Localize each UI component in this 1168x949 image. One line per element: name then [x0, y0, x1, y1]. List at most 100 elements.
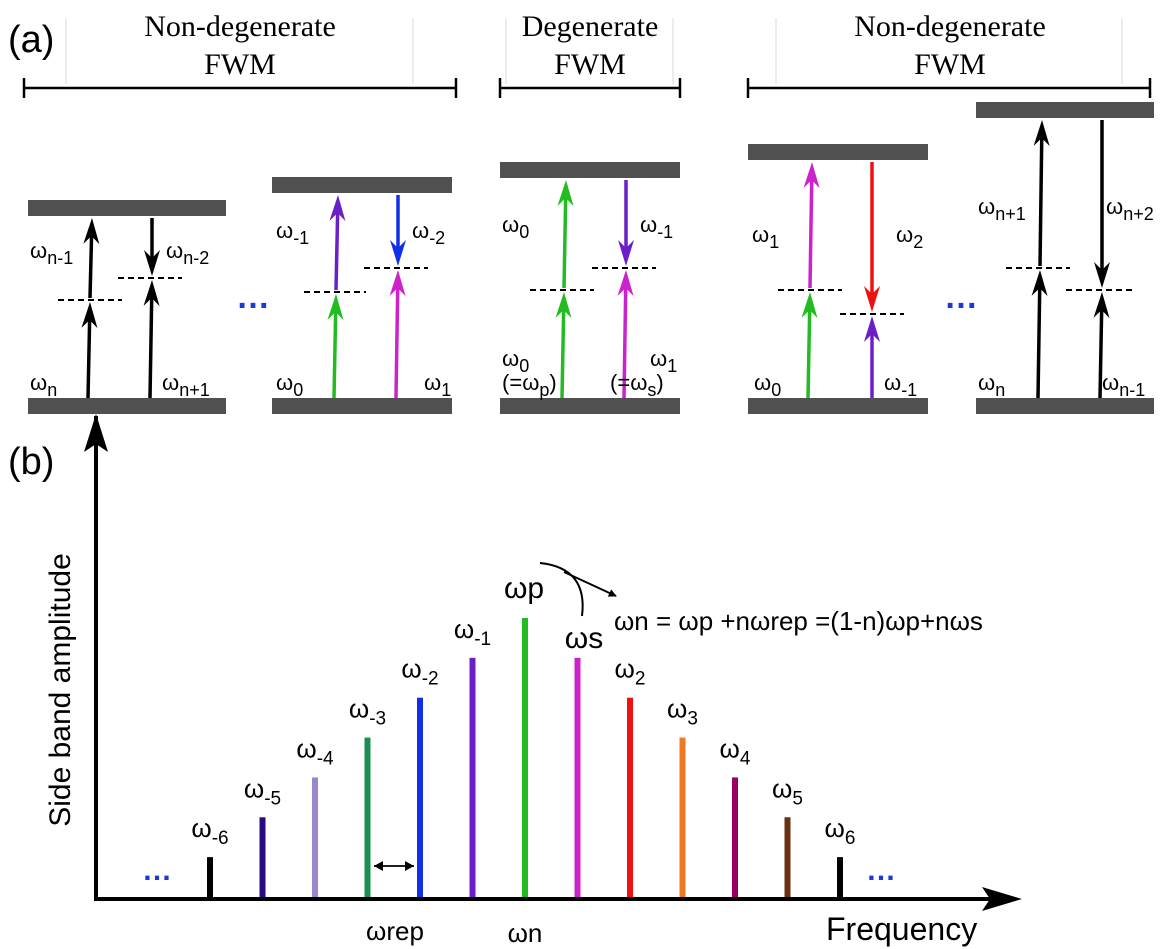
- diagram-2: ω-1 ω-2 ω0 ω1: [272, 177, 452, 414]
- upper-level: [500, 162, 680, 178]
- bar-9: [679, 737, 686, 897]
- arrow-right-lower: [1093, 292, 1110, 399]
- label-upper-right: ωn-2: [166, 238, 209, 268]
- label-upper-left: ω-1: [276, 218, 309, 248]
- bar-label-9: ω3: [667, 694, 698, 730]
- arrow-left-upper: [329, 195, 346, 291]
- upper-level: [976, 102, 1154, 118]
- upper-level: [28, 200, 226, 216]
- arrow-left-upper: [83, 218, 100, 299]
- label-upper-right: ω2: [896, 222, 923, 252]
- group-2-title: Degenerate: [522, 10, 659, 43]
- label-bottom-right-note: (=ωs): [610, 370, 664, 400]
- bar-label-5: ω-1: [454, 614, 491, 650]
- bar-8: [627, 697, 633, 897]
- bar-label-11: ω5: [772, 773, 803, 809]
- arrow-left-upper: [1033, 120, 1050, 267]
- label-upper-left: ωn-1: [30, 238, 73, 268]
- group-1-title: Non-degenerate: [144, 10, 336, 43]
- arrow-right-lower: [143, 280, 160, 399]
- bar-12: [837, 857, 843, 897]
- bar-1: [259, 817, 266, 897]
- label-upper-left: ωn+1: [978, 194, 1026, 224]
- rep-label: ωrep: [366, 916, 424, 946]
- bar-6: [522, 618, 528, 897]
- arrow-left-upper: [557, 180, 574, 289]
- pump-label: ωp: [504, 572, 544, 605]
- center-label: ωn: [508, 918, 543, 948]
- upper-level: [748, 144, 928, 160]
- bar-3: [364, 737, 371, 897]
- label-bottom-left-note: (=ωp): [502, 370, 557, 400]
- arrow-right-lower: [617, 270, 634, 399]
- arrow-left-lower: [555, 292, 572, 399]
- group-2-subtitle: FWM: [554, 48, 626, 81]
- bar-label-0: ω-6: [191, 813, 228, 849]
- ground-level: [748, 398, 928, 414]
- spectrum-ellipsis-left: …: [142, 854, 172, 887]
- ground-level: [272, 398, 452, 414]
- signal-label: ωs: [565, 622, 603, 655]
- bar-label-1: ω-5: [244, 773, 281, 809]
- arrow-right-upper: [864, 162, 880, 312]
- sideband-bars: ω-6 ω-5 ω-4 ω-3 ω-2 ω-1 ω2 ω3 ω4 ω5 ω6: [191, 614, 855, 897]
- label-bottom-left: ω0: [502, 346, 529, 376]
- diagram-1: ωn-1 ωn-2 ωn ωn+1: [28, 200, 226, 414]
- bar-label-12: ω6: [825, 813, 856, 849]
- bar-label-4: ω-2: [401, 654, 438, 690]
- bar-5: [469, 657, 476, 897]
- arrow-right-upper: [618, 180, 634, 266]
- panel-a-label: (a): [8, 19, 54, 61]
- label-bottom-left: ωn: [30, 370, 57, 400]
- diagram-3: ω0 ω-1 ω0 ω1 (=ωp) (=ωs): [500, 162, 680, 414]
- label-bottom-right: ω-1: [884, 370, 917, 400]
- bar-label-8: ω2: [615, 654, 646, 690]
- ground-level: [28, 398, 226, 414]
- arrow-left-lower: [801, 292, 818, 399]
- ground-level: [976, 398, 1154, 414]
- label-bottom-right: ωn-1: [1102, 370, 1145, 400]
- arrow-right-upper: [390, 195, 406, 266]
- group-1-bracket: [22, 78, 458, 98]
- group-3-subtitle: FWM: [914, 48, 986, 81]
- arrow-right-upper: [1094, 120, 1110, 288]
- label-bottom-left: ωn: [978, 370, 1005, 400]
- diagram-5: ωn+1 ωn+2 ωn ωn-1: [976, 102, 1154, 414]
- x-axis-label: Frequency: [826, 911, 977, 947]
- ellipsis-left: …: [236, 278, 270, 316]
- group-1-subtitle: FWM: [204, 48, 276, 81]
- label-upper-right: ω-2: [412, 218, 445, 248]
- y-axis-label: Side band amplitude: [44, 553, 77, 827]
- bar-11: [784, 817, 791, 897]
- group-heading-1: Non-degenerate FWM: [22, 10, 458, 98]
- arrow-right-lower: [864, 316, 880, 398]
- bar-label-3: ω-3: [349, 694, 386, 730]
- upper-level: [272, 177, 452, 193]
- group-3-title: Non-degenerate: [854, 10, 1046, 43]
- label-upper-left: ω0: [502, 212, 529, 242]
- label-bottom-right: ω1: [424, 370, 451, 400]
- arrow-left-lower: [1031, 270, 1048, 399]
- relation-arrow: [563, 571, 617, 597]
- spectrum-ellipsis-right: …: [866, 854, 896, 887]
- relation-curve: [539, 562, 584, 617]
- y-axis: [84, 414, 108, 899]
- rep-spacing-arrow: [374, 861, 414, 871]
- bar-0: [207, 857, 213, 897]
- energy-level-diagrams: ωn-1 ωn-2 ωn ωn+1 ω-1 ω-2 ω0 ω1 ω0 ω-1 ω0 ω1 (=ωp) (=…: [28, 102, 1154, 414]
- bar-label-10: ω4: [720, 733, 751, 769]
- label-bottom-left: ω0: [754, 370, 781, 400]
- bar-2: [312, 777, 318, 897]
- arrow-left-lower: [81, 302, 98, 399]
- panel-b-label: (b): [8, 441, 54, 483]
- bar-10: [732, 777, 738, 897]
- ground-level: [500, 398, 680, 414]
- arrow-right-upper: [144, 218, 160, 276]
- group-2-bracket: [498, 78, 682, 98]
- group-3-bracket: [746, 78, 1152, 98]
- arrow-right-lower: [389, 270, 406, 399]
- label-bottom-right: ωn+1: [162, 370, 210, 400]
- bar-4: [417, 697, 423, 897]
- arrow-left-lower: [327, 294, 344, 399]
